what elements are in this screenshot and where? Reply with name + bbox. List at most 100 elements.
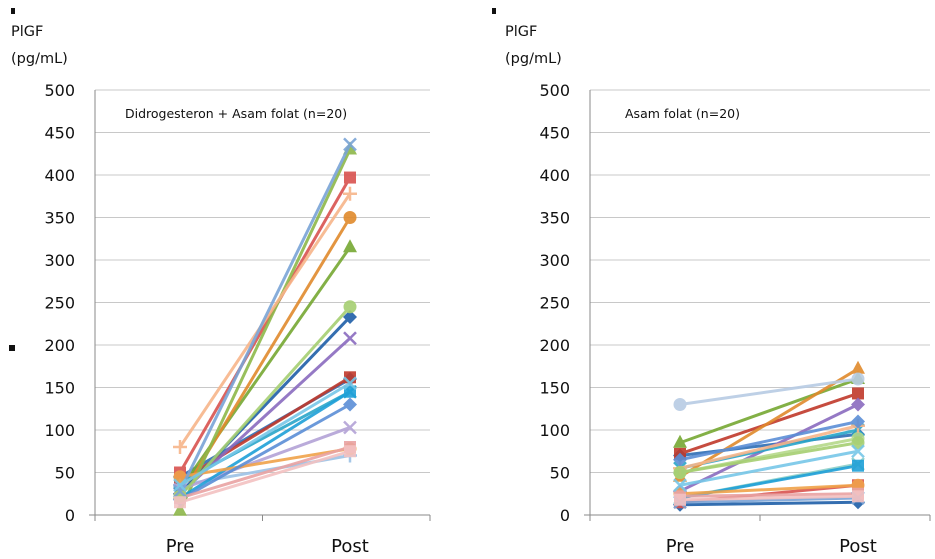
series-line	[178, 143, 352, 492]
data-point-marker	[673, 478, 687, 493]
y-tick-label: 300	[44, 251, 75, 270]
data-point-marker	[343, 186, 357, 201]
series-line	[179, 381, 351, 487]
series-20	[174, 445, 356, 509]
data-point-marker	[344, 445, 356, 458]
data-point-marker	[344, 385, 356, 398]
data-point-marker	[343, 376, 357, 391]
y-axis-label-line2: (pg/mL)	[505, 51, 562, 67]
y-tick-label: 150	[44, 379, 75, 398]
series-17	[673, 436, 865, 479]
series-line	[679, 500, 859, 507]
y-tick-label: 350	[539, 209, 570, 228]
series-19	[673, 444, 865, 493]
data-point-marker	[343, 239, 357, 253]
y-tick-label: 250	[44, 294, 75, 313]
y-tick-label: 150	[539, 379, 570, 398]
series-line	[179, 449, 351, 504]
series-line	[679, 441, 859, 474]
series-line	[679, 449, 859, 487]
series-line	[679, 420, 859, 462]
data-point-marker	[673, 466, 687, 479]
series-19	[173, 376, 357, 493]
data-point-marker	[851, 372, 865, 386]
data-point-marker	[852, 459, 864, 472]
y-axis-label-line1: PlGF	[505, 24, 537, 40]
data-point-marker	[174, 496, 186, 509]
data-point-marker	[343, 331, 357, 346]
data-point-marker	[673, 398, 687, 411]
data-point-marker	[851, 397, 865, 412]
data-point-marker	[173, 484, 187, 499]
data-point-marker	[343, 211, 357, 224]
series-line	[679, 494, 859, 502]
chart-left: PlGF (pg/mL) Didrogesteron + Asam folat …	[11, 24, 431, 557]
series-line	[178, 305, 352, 498]
series-line	[178, 148, 352, 512]
data-point-marker	[173, 440, 187, 454]
series-7	[673, 372, 865, 411]
y-tick-label: 50	[55, 464, 75, 483]
series-line	[679, 496, 859, 504]
data-point-marker	[673, 452, 687, 467]
data-point-marker	[851, 414, 865, 429]
data-point-marker	[173, 478, 187, 493]
series-18	[173, 137, 357, 499]
series-line	[179, 390, 351, 500]
data-point-marker	[851, 444, 865, 459]
dash-mark-right	[492, 8, 496, 14]
bullet-mark	[9, 345, 15, 351]
series-line	[679, 424, 859, 470]
y-tick-label: 450	[44, 124, 75, 143]
series-line	[679, 377, 859, 406]
y-tick-label: 0	[65, 506, 75, 525]
series-20	[674, 490, 864, 506]
x-category-label: Post	[839, 536, 877, 557]
data-point-marker	[852, 490, 864, 503]
data-point-marker	[851, 436, 865, 450]
y-tick-label: 200	[44, 336, 75, 355]
y-tick-label: 350	[44, 209, 75, 228]
data-point-marker	[173, 502, 187, 516]
data-point-marker	[343, 300, 357, 314]
y-axis-label-line1: PlGF	[11, 24, 43, 40]
data-point-marker	[852, 387, 864, 400]
y-tick-label: 450	[539, 124, 570, 143]
series-line	[179, 403, 351, 502]
data-point-marker	[343, 137, 357, 152]
x-category-label: Post	[331, 536, 369, 557]
y-tick-label: 400	[539, 166, 570, 185]
data-point-marker	[851, 360, 865, 374]
chart-annotation: Asam folat (n=20)	[625, 106, 740, 121]
series-line	[178, 176, 352, 474]
y-axis-label-line2: (pg/mL)	[11, 51, 68, 67]
y-tick-label: 200	[539, 336, 570, 355]
y-tick-label: 400	[44, 166, 75, 185]
y-tick-label: 300	[539, 251, 570, 270]
series-line	[679, 483, 859, 496]
y-tick-label: 100	[539, 421, 570, 440]
series-15	[673, 414, 865, 467]
y-tick-label: 0	[560, 506, 570, 525]
data-point-marker	[343, 397, 357, 412]
dash-mark-left	[11, 8, 15, 14]
chart-annotation: Didrogesteron + Asam folat (n=20)	[125, 106, 347, 121]
data-point-marker	[673, 434, 687, 448]
series-line	[679, 367, 859, 479]
x-category-label: Pre	[166, 536, 195, 557]
y-tick-label: 100	[44, 421, 75, 440]
series-line	[679, 492, 859, 498]
y-tick-label: 500	[44, 81, 75, 100]
data-point-marker	[343, 420, 357, 435]
data-point-marker	[173, 470, 187, 484]
data-point-marker	[674, 493, 686, 506]
series-line	[179, 445, 351, 500]
y-tick-label: 250	[539, 294, 570, 313]
series-line	[179, 447, 351, 479]
x-category-label: Pre	[666, 536, 695, 557]
y-tick-label: 50	[550, 464, 570, 483]
y-tick-label: 500	[539, 81, 570, 100]
data-point-marker	[344, 171, 356, 184]
series-line	[679, 377, 859, 445]
